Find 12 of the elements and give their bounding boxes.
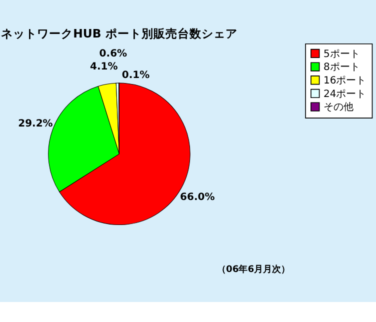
data-label: 29.2% — [18, 118, 53, 130]
data-label: 0.1% — [122, 70, 150, 82]
legend-label: 16ポート — [323, 75, 366, 86]
data-label: 66.0% — [180, 192, 215, 204]
legend-label: 24ポート — [323, 88, 366, 100]
legend-label: その他 — [323, 101, 354, 114]
chart-title: ネットワークHUB ポート別販売台数シェア — [1, 26, 238, 41]
data-label: 4.1% — [90, 61, 118, 72]
text: （06年6月月次） — [217, 264, 290, 275]
legend-label: 5ポート — [323, 48, 360, 60]
data-label: 0.6% — [99, 48, 128, 60]
legend-label: 8ポート — [323, 62, 360, 74]
